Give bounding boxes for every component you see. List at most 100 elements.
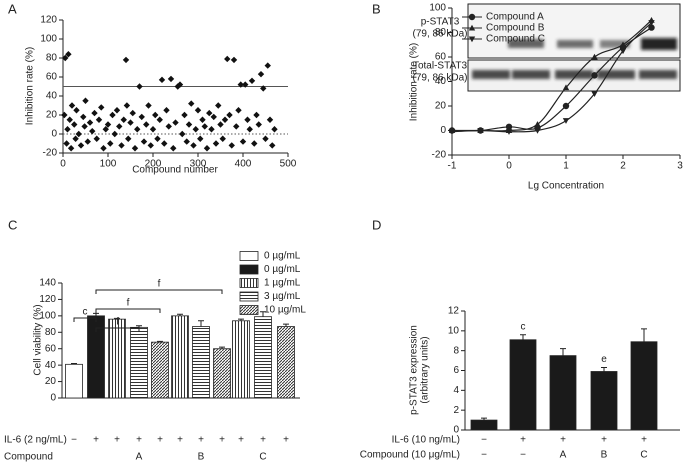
- marker: [239, 138, 247, 145]
- x-axis-label: Lg Concentration: [528, 181, 604, 192]
- marker: [271, 126, 278, 133]
- marker: [248, 77, 256, 84]
- y-tick-label: 10: [448, 325, 460, 336]
- marker: [212, 140, 220, 147]
- row-mark: +: [601, 435, 607, 446]
- marker: [176, 81, 184, 88]
- marker: [448, 129, 456, 135]
- bar: [509, 339, 537, 431]
- marker: [62, 54, 69, 62]
- blot-label: Total-STAT3: [413, 61, 468, 72]
- y-tick-label: 2: [453, 405, 459, 416]
- y-tick-label: -20: [43, 148, 58, 159]
- y-tick-label: 80: [435, 27, 447, 38]
- y-tick-label: 0: [453, 425, 459, 436]
- row-mark: +: [177, 435, 183, 446]
- marker: [107, 140, 114, 147]
- marker: [111, 130, 118, 138]
- y-tick-label: 0: [440, 125, 446, 136]
- x-tick-label: 2: [620, 161, 626, 172]
- row-mark: B: [601, 450, 608, 461]
- marker: [140, 138, 148, 145]
- y-tick-label: 20: [46, 110, 58, 121]
- row-mark: C: [640, 450, 647, 461]
- marker: [468, 36, 476, 43]
- marker: [66, 116, 73, 123]
- bar: [130, 326, 148, 399]
- marker: [562, 102, 570, 110]
- y-tick-label: 80: [46, 53, 58, 64]
- row-mark: C: [259, 452, 266, 463]
- marker: [217, 121, 224, 128]
- legend-swatch: [239, 305, 259, 315]
- series-line: [451, 22, 652, 133]
- row-mark: +: [198, 435, 204, 446]
- marker: [81, 123, 88, 130]
- row-mark: −: [71, 435, 77, 446]
- marker: [534, 121, 541, 127]
- legend-label: Compound B: [486, 23, 545, 34]
- marker: [143, 121, 150, 128]
- row-mark: +: [93, 435, 99, 446]
- marker: [61, 111, 68, 119]
- error-bar: [93, 312, 99, 316]
- marker: [65, 51, 72, 58]
- marker: [158, 76, 166, 84]
- marker: [197, 135, 204, 142]
- significance-bracket: [95, 289, 223, 294]
- blot-label: p-STAT3: [421, 17, 460, 28]
- marker: [242, 81, 249, 88]
- marker: [75, 130, 82, 138]
- blot-label: (79, 86 kDa): [412, 73, 467, 84]
- bar: [213, 348, 231, 399]
- marker: [194, 107, 202, 114]
- y-tick-label: 100: [429, 3, 446, 14]
- row-mark: A: [136, 452, 143, 463]
- marker: [67, 145, 75, 152]
- marker: [562, 84, 570, 91]
- marker: [505, 123, 513, 131]
- x-tick-label: 300: [190, 159, 207, 170]
- y-tick-label: 12: [448, 306, 460, 317]
- row-mark: +: [219, 435, 225, 446]
- marker: [165, 123, 172, 130]
- row-mark: +: [641, 435, 647, 446]
- panel-letter: A: [8, 1, 17, 16]
- bar: [590, 371, 618, 431]
- marker: [98, 104, 105, 111]
- y-axis-label: Inhibition rate (%): [25, 47, 36, 125]
- marker: [192, 126, 199, 133]
- marker: [226, 111, 233, 119]
- x-tick-label: 100: [100, 159, 117, 170]
- error-bar: [238, 318, 244, 321]
- marker: [648, 20, 655, 26]
- error-bar: [520, 334, 526, 340]
- row-label: Compound (10 μg/mL): [360, 450, 460, 461]
- error-bar: [260, 311, 266, 317]
- x-tick-label: 0: [60, 159, 66, 170]
- marker: [64, 126, 71, 133]
- marker: [591, 91, 598, 97]
- marker: [228, 142, 235, 149]
- marker: [255, 121, 262, 128]
- marker: [224, 55, 231, 63]
- legend-label: Compound A: [486, 12, 544, 23]
- marker: [129, 109, 136, 117]
- marker: [260, 85, 267, 92]
- marker: [100, 145, 107, 152]
- error-bar: [177, 313, 183, 316]
- marker: [123, 102, 131, 109]
- bar: [151, 341, 169, 399]
- significance-bracket: [95, 308, 161, 313]
- legend-label: 3 µg/mL: [264, 291, 301, 302]
- marker: [534, 127, 541, 134]
- y-axis-label: Cell viability (%): [33, 304, 44, 375]
- error-bar: [560, 348, 566, 356]
- marker: [161, 140, 168, 147]
- marker: [190, 142, 197, 149]
- marker: [113, 107, 121, 114]
- marker: [208, 126, 215, 133]
- marker: [163, 107, 170, 114]
- panel-letter: B: [372, 1, 381, 16]
